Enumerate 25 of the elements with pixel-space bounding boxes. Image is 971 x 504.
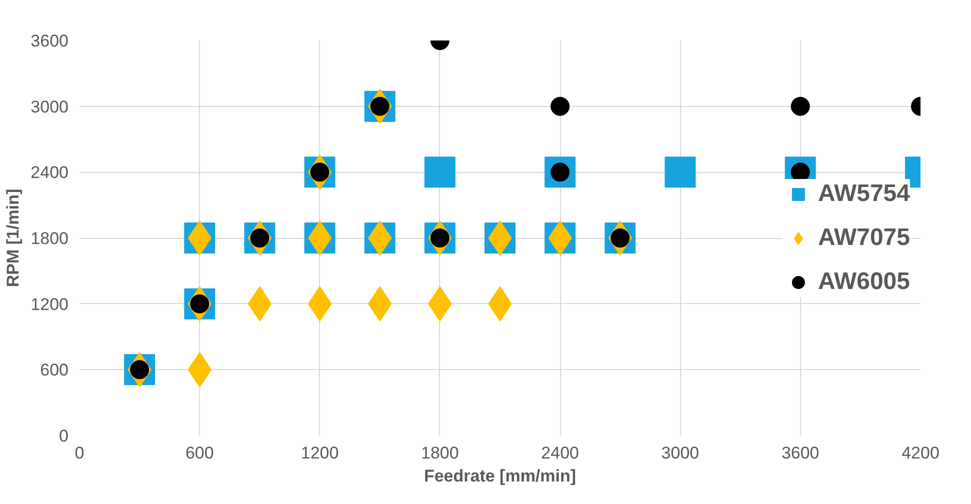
point: [664, 156, 696, 188]
point: [424, 156, 456, 188]
point: [308, 220, 332, 256]
y-tick-label: 2400: [30, 163, 69, 182]
legend-label: AW5754: [818, 180, 910, 208]
x-tick-label: 1800: [421, 444, 459, 462]
y-tick-label: 1200: [30, 294, 69, 314]
x-tick-label: 3600: [781, 444, 820, 462]
x-tick-label: 1200: [300, 444, 339, 462]
x-tick-label: 0: [74, 444, 84, 462]
point: [550, 96, 570, 116]
x-tick-label: 3000: [661, 444, 700, 462]
y-tick-label: 3600: [30, 32, 69, 50]
y-tick-label: 1800: [30, 229, 69, 248]
y-tick-label: 600: [40, 360, 69, 380]
y-axis-title: RPM [1/min]: [4, 188, 23, 288]
x-tick-label: 600: [185, 444, 214, 462]
legend-label: AW6005: [818, 268, 910, 296]
legend-label: AW7075: [818, 224, 910, 252]
x-tick-label: 2400: [541, 444, 579, 462]
point: [790, 96, 810, 116]
x-axis-title: Feedrate [mm/min]: [424, 466, 576, 486]
y-tick-label: 0: [59, 426, 69, 446]
y-tick-label: 3000: [30, 97, 69, 116]
x-tick-label: 4200: [902, 444, 940, 462]
